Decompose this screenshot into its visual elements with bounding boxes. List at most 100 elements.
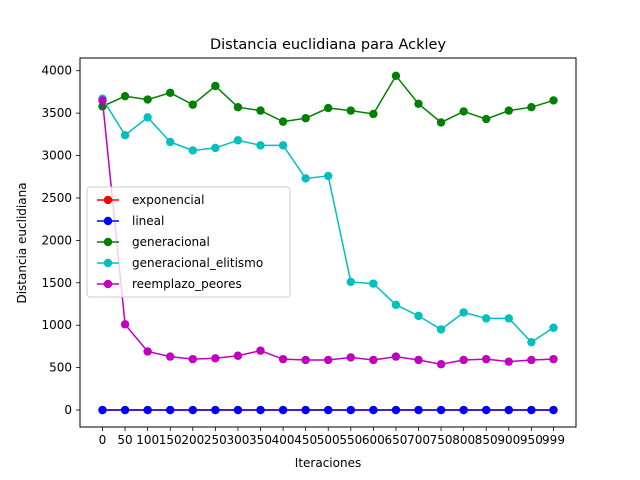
data-point-reemplazo_peores (482, 354, 491, 364)
data-point-lineal (549, 405, 558, 415)
legend-label-generacional: generacional (132, 235, 210, 249)
x-tick-label: 100 (136, 433, 159, 447)
series-generacional_elitismo (98, 94, 558, 347)
axis-layer: 0 50 100 150 200 250 300 350 400 450 500 550 600 650 7… (41, 64, 565, 447)
data-point-reemplazo_peores (301, 355, 310, 365)
data-point-reemplazo_peores (324, 355, 333, 365)
data-point-generacional (278, 117, 288, 126)
data-point-reemplazo_peores (436, 360, 446, 369)
data-point-generacional (143, 95, 152, 104)
data-point-generacional_elitismo (504, 314, 514, 323)
data-point-generacional_elitismo (188, 146, 197, 155)
x-tick-label: 400 (272, 433, 295, 447)
y-tick-label: 500 (49, 361, 72, 375)
data-point-generacional_elitismo (120, 130, 130, 140)
data-point-generacional_elitismo (346, 277, 355, 287)
series-lineal (98, 405, 558, 415)
legend-label-exponencial: exponencial (132, 193, 204, 207)
x-tick-label: 150 (159, 433, 182, 447)
data-point-reemplazo_peores (549, 354, 558, 364)
x-tick-label: 450 (294, 433, 317, 447)
data-point-generacional_elitismo (301, 174, 310, 183)
x-tick-label: 200 (181, 433, 204, 447)
data-point-lineal (482, 405, 491, 415)
data-point-lineal (256, 405, 265, 415)
data-point-reemplazo_peores (211, 354, 220, 363)
data-point-generacional_elitismo (278, 141, 288, 150)
x-tick-label: 650 (384, 433, 407, 447)
data-point-reemplazo_peores (166, 352, 175, 361)
x-tick-label: 750 (430, 433, 453, 447)
data-point-generacional (346, 106, 355, 115)
y-tick-label: 1500 (41, 276, 72, 290)
legend-label-reemplazo_peores: reemplazo_peores (132, 277, 242, 291)
legend-marker-lineal (103, 216, 113, 226)
data-point-lineal (324, 405, 333, 415)
legend-label-lineal: lineal (132, 214, 164, 228)
data-point-generacional (120, 91, 130, 101)
x-tick-label: 700 (407, 433, 430, 447)
x-tick-label: 50 (117, 433, 132, 447)
data-point-lineal (527, 405, 536, 415)
data-point-generacional (369, 109, 378, 119)
x-tick-label: 850 (475, 433, 498, 447)
data-point-generacional (482, 114, 491, 124)
x-tick-label: 800 (452, 433, 475, 447)
legend-marker-generacional (103, 237, 113, 247)
x-tick-label: 300 (226, 433, 249, 447)
x-tick-label: 900 (497, 433, 520, 447)
data-point-generacional (504, 106, 514, 115)
data-point-generacional_elitismo (369, 279, 378, 288)
data-point-reemplazo_peores (414, 355, 423, 365)
data-point-lineal (278, 405, 288, 415)
data-point-generacional (436, 118, 446, 127)
data-point-reemplazo_peores (504, 357, 514, 366)
data-point-lineal (211, 405, 220, 415)
data-point-lineal (233, 405, 243, 415)
data-point-lineal (391, 405, 401, 415)
y-tick-label: 2000 (41, 233, 72, 247)
data-point-generacional_elitismo (527, 337, 536, 347)
series-reemplazo_peores (98, 96, 558, 369)
data-point-reemplazo_peores (459, 355, 468, 365)
data-point-lineal (504, 405, 514, 415)
chart-title: Distancia euclidiana para Ackley (210, 37, 446, 53)
data-point-generacional (211, 81, 220, 91)
data-point-generacional_elitismo (414, 311, 423, 321)
data-point-reemplazo_peores (120, 320, 130, 329)
data-point-generacional_elitismo (391, 300, 401, 310)
x-tick-label: 0 (99, 433, 107, 447)
data-point-lineal (120, 405, 130, 415)
y-tick-label: 3000 (41, 149, 72, 163)
data-point-generacional_elitismo (256, 141, 265, 150)
data-point-generacional_elitismo (549, 323, 558, 332)
data-point-generacional_elitismo (324, 171, 333, 181)
y-axis-title: Distancia euclidiana (15, 182, 29, 303)
legend-marker-exponencial (103, 195, 113, 205)
data-point-generacional (233, 103, 243, 112)
data-point-generacional (256, 106, 265, 115)
data-point-lineal (346, 405, 355, 415)
data-point-lineal (301, 405, 310, 415)
data-point-generacional (391, 71, 401, 81)
data-point-generacional (301, 114, 310, 123)
data-point-reemplazo_peores (391, 352, 401, 361)
data-point-generacional_elitismo (166, 137, 175, 147)
data-point-lineal (414, 405, 423, 415)
data-point-lineal (98, 405, 107, 415)
x-tick-label: 250 (204, 433, 227, 447)
series-layer (98, 71, 558, 415)
x-tick-label: 950 (520, 433, 543, 447)
y-tick-label: 4000 (41, 64, 72, 78)
data-point-reemplazo_peores (98, 96, 107, 105)
data-point-generacional_elitismo (233, 136, 243, 145)
data-point-lineal (459, 405, 468, 415)
data-point-lineal (369, 405, 378, 415)
x-tick-label: 550 (339, 433, 362, 447)
legend-marker-reemplazo_peores (103, 279, 113, 289)
data-point-reemplazo_peores (188, 354, 197, 364)
data-point-generacional (459, 107, 468, 116)
data-point-generacional_elitismo (459, 308, 468, 317)
